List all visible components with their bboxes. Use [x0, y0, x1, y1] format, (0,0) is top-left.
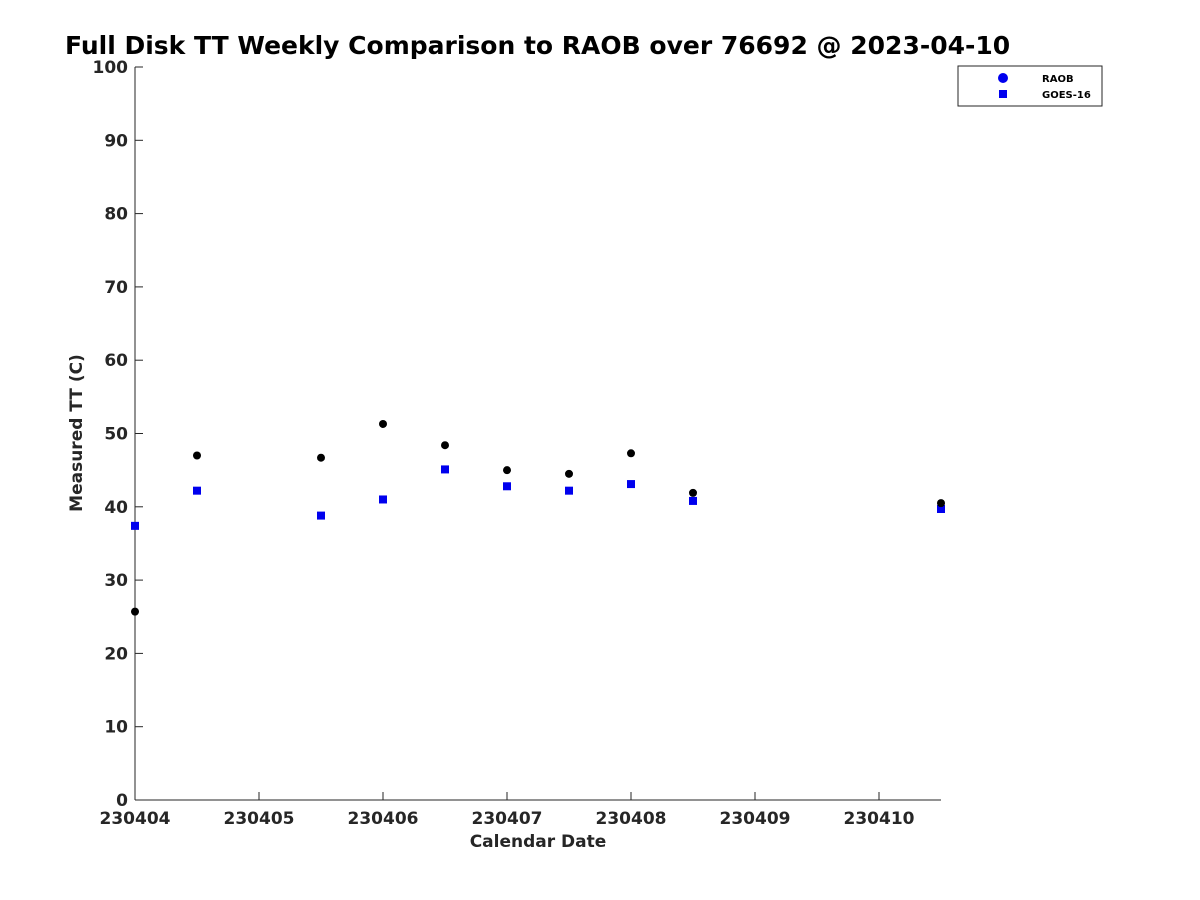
x-tick-label: 230406: [348, 809, 419, 829]
legend: RAOB GOES-16: [957, 65, 1103, 107]
raob-point: [379, 419, 387, 428]
goes-16-point: [317, 511, 325, 520]
y-tick-label: 40: [104, 498, 128, 518]
goes-16-point: [441, 465, 449, 474]
goes-16-point: [503, 482, 511, 491]
goes-16-point: [193, 486, 201, 495]
raob-point: [193, 451, 201, 460]
axes: [134, 67, 941, 801]
legend-box: [957, 65, 1103, 107]
data-marks: [131, 419, 945, 616]
goes-16-point: [565, 486, 573, 495]
x-tick-label: 230409: [720, 809, 791, 829]
y-tick-label: 20: [104, 644, 128, 664]
goes-16-point: [379, 495, 387, 504]
y-tick-label: 90: [104, 131, 128, 151]
y-tick-label: 30: [104, 571, 128, 591]
goes-16-point: [627, 480, 635, 489]
x-tick-label: 230410: [844, 809, 915, 829]
y-tick-label: 100: [93, 58, 129, 78]
x-tick-label: 230404: [100, 809, 171, 829]
y-tick-label: 10: [104, 718, 128, 738]
raob-point: [317, 453, 325, 462]
y-tick-label: 50: [104, 425, 128, 445]
x-ticks: 230404 230405 230406 230407 230408 230409 2304…: [100, 792, 915, 829]
raob-point: [131, 607, 139, 616]
raob-point: [441, 441, 449, 450]
legend-marker-raob: [998, 73, 1008, 83]
y-ticks: 0 10 20 30 40 50 60 70 80 90 100: [93, 58, 143, 811]
x-tick-label: 230407: [472, 809, 543, 829]
x-tick-label: 230408: [596, 809, 667, 829]
raob-point: [565, 469, 573, 478]
legend-label-goes-16: GOES-16: [1042, 90, 1091, 101]
y-tick-label: 70: [104, 278, 128, 298]
raob-point: [937, 499, 945, 508]
y-axis-label: Measured TT (C): [67, 354, 87, 512]
goes-16-point: [689, 496, 697, 505]
raob-point: [627, 449, 635, 458]
x-axis-label: Calendar Date: [470, 832, 607, 852]
goes-16-point: [131, 521, 139, 530]
chart-title: Full Disk TT Weekly Comparison to RAOB o…: [65, 31, 1010, 60]
goes-16-point: [937, 504, 945, 513]
raob-point: [503, 466, 511, 475]
legend-label-raob: RAOB: [1042, 74, 1074, 85]
y-tick-label: 60: [104, 351, 128, 371]
legend-marker-goes-16: [999, 90, 1007, 98]
x-tick-label: 230405: [224, 809, 295, 829]
y-tick-label: 80: [104, 205, 128, 225]
y-tick-label: 0: [116, 791, 128, 811]
raob-point: [689, 488, 697, 497]
